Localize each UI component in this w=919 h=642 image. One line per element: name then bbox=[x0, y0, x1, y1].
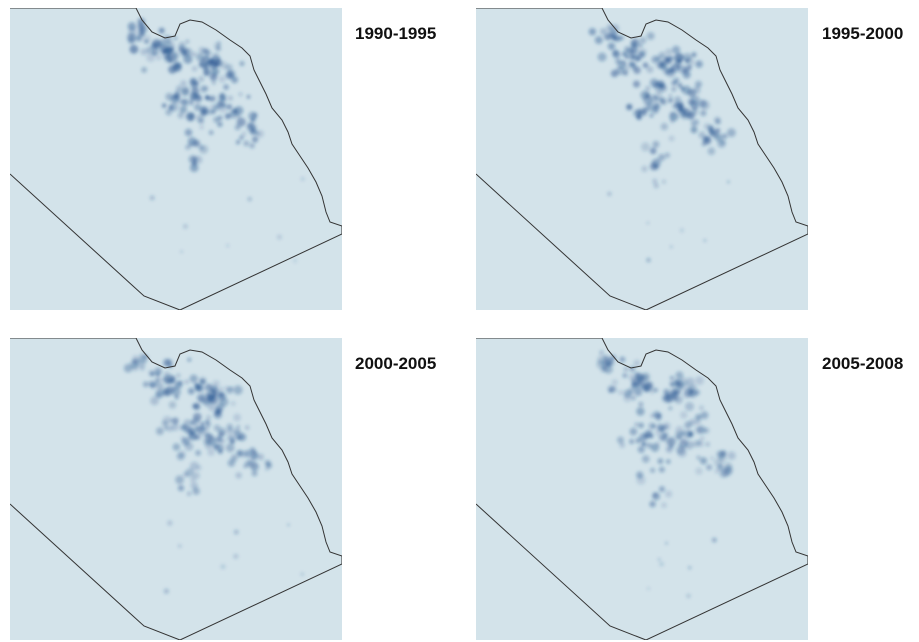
map-canvas bbox=[476, 338, 808, 640]
period-label-1995-2000: 1995-2000 bbox=[822, 24, 904, 43]
density-map-2005-2008 bbox=[476, 338, 808, 640]
period-label-1990-1995: 1990-1995 bbox=[355, 24, 437, 43]
density-map-1990-1995 bbox=[10, 8, 342, 310]
density-points bbox=[123, 352, 304, 594]
map-canvas bbox=[10, 8, 342, 310]
map-canvas bbox=[10, 338, 342, 640]
density-map-2000-2005 bbox=[10, 338, 342, 640]
period-label-2000-2005: 2000-2005 bbox=[355, 354, 437, 373]
density-points bbox=[588, 23, 736, 263]
region-boundary bbox=[476, 8, 808, 310]
region-boundary bbox=[476, 338, 808, 640]
period-label-2005-2008: 2005-2008 bbox=[822, 354, 904, 373]
density-points bbox=[127, 18, 305, 264]
region-boundary bbox=[10, 338, 342, 640]
density-points bbox=[596, 350, 736, 599]
region-boundary bbox=[10, 8, 342, 310]
map-canvas bbox=[476, 8, 808, 310]
density-map-1995-2000 bbox=[476, 8, 808, 310]
